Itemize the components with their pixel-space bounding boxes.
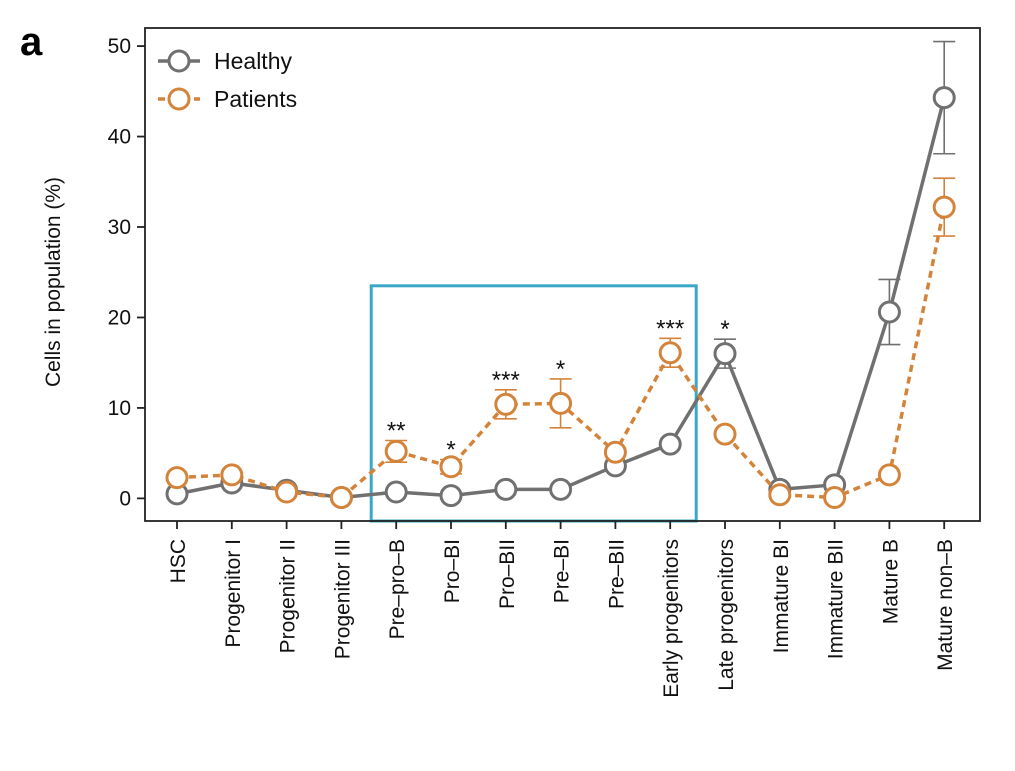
data-point	[165, 466, 189, 490]
series-layer	[165, 40, 956, 509]
x-tick-label: Pro–BI	[441, 539, 464, 603]
legend-marker	[167, 49, 191, 73]
plot-frame	[144, 27, 981, 522]
data-point	[658, 341, 682, 365]
y-tick-label: 10	[108, 397, 131, 420]
significance-label: ***	[492, 367, 520, 394]
series-line	[176, 206, 946, 500]
data-point	[549, 477, 573, 501]
data-point	[877, 300, 901, 324]
significance-label: *	[720, 316, 729, 343]
data-point	[713, 422, 737, 446]
series-patients	[165, 177, 956, 509]
y-tick-label: 30	[108, 216, 131, 239]
x-tick-label: Pre–BI	[551, 539, 574, 603]
x-tick-label: Immature BII	[825, 539, 848, 659]
x-tick-label: Progenitor I	[222, 539, 245, 648]
significance-label: ***	[656, 315, 684, 342]
x-tick-label: Mature B	[879, 539, 902, 624]
data-point	[329, 485, 353, 509]
x-tick-label: HSC	[167, 539, 190, 583]
data-point	[658, 432, 682, 456]
panel-label: a	[20, 20, 43, 64]
x-tick-label: Pro–BII	[496, 539, 519, 609]
series-line	[176, 97, 946, 500]
highlight-box	[369, 284, 698, 523]
legend: Healthy Patients	[158, 48, 297, 112]
significance-label: **	[387, 417, 406, 444]
data-point	[932, 195, 956, 219]
x-tick-label: Early progenitors	[660, 539, 683, 698]
x-tick-label: Pre–pro–B	[386, 539, 409, 639]
y-tick-label: 50	[108, 35, 131, 58]
data-point	[220, 463, 244, 487]
y-tick-label: 40	[108, 126, 131, 149]
data-point	[549, 391, 573, 415]
significance-label: *	[556, 356, 565, 383]
x-tick-label: Pre–BII	[605, 539, 628, 609]
x-tick-label: Progenitor III	[331, 539, 354, 659]
data-point	[384, 439, 408, 463]
significance-label: *	[446, 436, 455, 463]
data-point	[823, 485, 847, 509]
data-point	[932, 86, 956, 110]
data-point	[384, 480, 408, 504]
y-tick-label: 0	[119, 487, 131, 510]
legend-label: Healthy	[214, 48, 292, 74]
data-point	[494, 392, 518, 416]
data-point	[275, 480, 299, 504]
y-axis-title: Cells in population (%)	[42, 177, 65, 387]
highlight-layer	[369, 284, 698, 523]
x-tick-label: Progenitor II	[277, 539, 300, 653]
legend-label: Patients	[214, 86, 297, 112]
axis-layer: 0 10 20 30 40 50 HSC Progenitor I Progenitor II P…	[108, 27, 981, 698]
data-point	[439, 484, 463, 508]
x-tick-label: Late progenitors	[715, 539, 738, 691]
data-point	[877, 463, 901, 487]
data-point	[603, 440, 627, 464]
x-tick-label: Immature BI	[770, 539, 793, 653]
legend-marker	[167, 87, 191, 111]
data-point	[494, 477, 518, 501]
data-point	[768, 483, 792, 507]
data-point	[439, 455, 463, 479]
y-tick-label: 20	[108, 306, 131, 329]
annotation-layer: ****** **** *	[387, 315, 730, 463]
x-tick-label: Mature non–B	[934, 539, 957, 671]
data-point	[713, 342, 737, 366]
